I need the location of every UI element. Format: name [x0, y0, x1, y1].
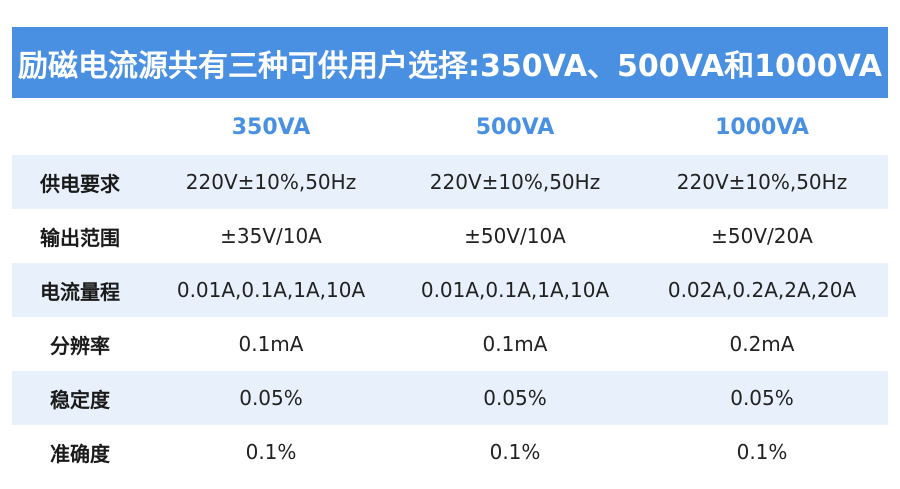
- row-label: 准确度: [50, 441, 110, 466]
- table-cell: 0.01A,0.1A,1A,10A: [420, 278, 610, 302]
- row-label: 稳定度: [50, 387, 110, 412]
- table-row: 输出范围 ±35V/10A ±50V/10A ±50V/20A: [12, 209, 888, 263]
- table-cell: 0.2mA: [729, 332, 795, 356]
- title-banner: 励磁电流源共有三种可供用户选择:350VA、500VA和1000VA: [12, 27, 888, 98]
- page-title: 励磁电流源共有三种可供用户选择:350VA、500VA和1000VA: [18, 48, 882, 84]
- table-cell: 0.1%: [489, 440, 541, 464]
- table-cell: 0.1%: [736, 440, 788, 464]
- table-cell: ±50V/10A: [464, 224, 566, 248]
- spec-table: 350VA 500VA 1000VA 供电要求 220V±10%,50Hz 22…: [12, 100, 888, 479]
- table-row: 供电要求 220V±10%,50Hz 220V±10%,50Hz 220V±10…: [12, 155, 888, 209]
- table-cell: 0.01A,0.1A,1A,10A: [176, 278, 366, 302]
- table-cell: 220V±10%,50Hz: [429, 170, 601, 194]
- table-cell: ±50V/20A: [711, 224, 813, 248]
- table-row: 分辨率 0.1mA 0.1mA 0.2mA: [12, 317, 888, 371]
- table-cell: 220V±10%,50Hz: [185, 170, 357, 194]
- column-header-350va: 350VA: [231, 115, 311, 140]
- row-label: 分辨率: [50, 333, 110, 358]
- table-row: 准确度 0.1% 0.1% 0.1%: [12, 425, 888, 479]
- table-cell: 0.1%: [245, 440, 297, 464]
- table-cell: 220V±10%,50Hz: [676, 170, 848, 194]
- table-cell: 0.05%: [239, 386, 303, 410]
- table-cell: 0.1mA: [238, 332, 304, 356]
- table-row: 电流量程 0.01A,0.1A,1A,10A 0.01A,0.1A,1A,10A…: [12, 263, 888, 317]
- table-cell: 0.1mA: [482, 332, 548, 356]
- column-header-500va: 500VA: [475, 115, 555, 140]
- table-row: 稳定度 0.05% 0.05% 0.05%: [12, 371, 888, 425]
- table-header-row: 350VA 500VA 1000VA: [12, 100, 888, 155]
- table-cell: 0.02A,0.2A,2A,20A: [667, 278, 857, 302]
- row-label: 电流量程: [40, 279, 120, 304]
- row-label: 输出范围: [40, 225, 120, 250]
- table-cell: 0.05%: [483, 386, 547, 410]
- table-cell: 0.05%: [730, 386, 794, 410]
- row-label: 供电要求: [40, 171, 120, 196]
- column-header-1000va: 1000VA: [715, 115, 809, 140]
- table-cell: ±35V/10A: [220, 224, 322, 248]
